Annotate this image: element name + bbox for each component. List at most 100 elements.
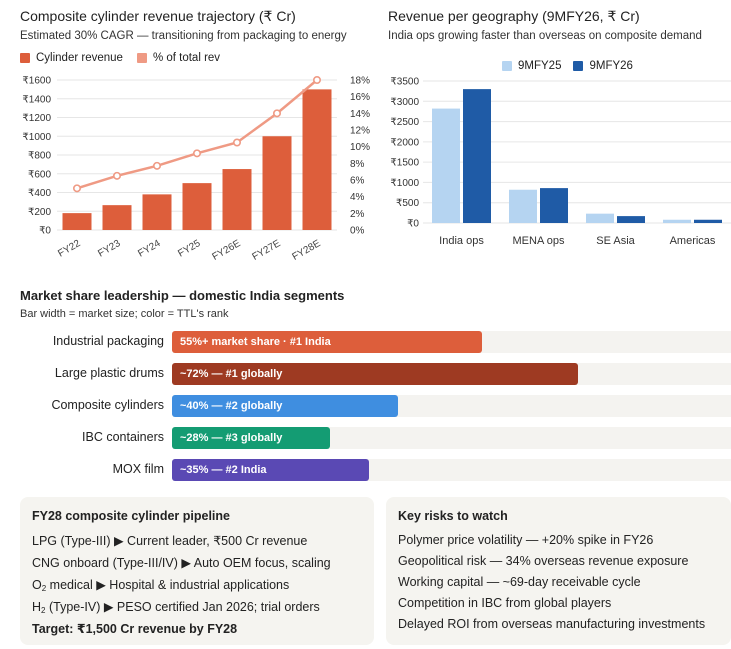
risks-card: Key risks to watch Polymer price volatil… [386, 497, 731, 645]
pipeline-item-detail: ▶ Auto OEM focus, scaling [177, 556, 331, 570]
pipeline-item-name: O [32, 578, 42, 592]
bar-fy23 [102, 205, 132, 230]
pipeline-item-subscript: 2 [41, 606, 46, 615]
legend-swatch-revenue [20, 53, 30, 63]
market-share-label: IBC containers [82, 430, 164, 444]
y2-axis-tick-label: 6% [350, 176, 365, 187]
risk-item: Geopolitical risk — 34% overseas revenue… [398, 554, 689, 568]
y-axis-tick-label: ₹600 [28, 169, 51, 180]
pipeline-card-title: FY28 composite cylinder pipeline [32, 509, 230, 523]
x-axis-tick-label: FY26E [211, 238, 243, 263]
x-axis-tick-label: FY23 [96, 238, 123, 260]
y-axis-tick-label: ₹3500 [390, 77, 419, 88]
bar-americas-9mfy25 [663, 219, 691, 223]
pipeline-item-detail: (Type-IV) ▶ PESO certified Jan 2026; tri… [45, 600, 320, 614]
market-share-label: Industrial packaging [52, 334, 164, 348]
pipeline-item: H2 (Type-IV) ▶ PESO certified Jan 2026; … [32, 599, 320, 615]
y-axis-tick-label: ₹1600 [22, 76, 51, 87]
market-share-label: MOX film [112, 462, 164, 476]
legend-swatch-9mfy25 [502, 61, 512, 71]
market-share-bar-label: ~72% — #1 globally [180, 368, 283, 380]
legend-label-9mfy25: 9MFY25 [518, 60, 562, 72]
pipeline-item-detail: ▶ Current leader, ₹500 Cr revenue [110, 534, 308, 548]
bar-fy24 [142, 194, 172, 230]
legend-label-share: % of total rev [152, 52, 221, 64]
market-share-bar-label: 55%+ market share · #1 India [180, 336, 331, 348]
x-axis-tick-label: FY22 [56, 238, 83, 260]
y-axis-tick-label: ₹2000 [390, 137, 419, 148]
pipeline-item: LPG (Type-III) ▶ Current leader, ₹500 Cr… [32, 533, 307, 548]
legend-swatch-share [136, 53, 147, 63]
bar-india-ops-9mfy26 [463, 89, 491, 223]
y2-axis-tick-label: 0% [350, 226, 365, 237]
market-share-track: ~35% — #2 India [172, 459, 731, 481]
y-axis-tick-label: ₹1000 [390, 178, 419, 189]
x-axis-tick-label: India ops [439, 235, 484, 247]
bar-mena-ops-9mfy26 [540, 188, 568, 223]
share-point-fy26e [233, 138, 242, 147]
y2-axis-tick-label: 14% [350, 109, 370, 120]
market-share-bar-label: ~40% — #2 globally [180, 400, 283, 412]
legend-swatch-9mfy26 [573, 61, 584, 71]
x-axis-tick-label: SE Asia [596, 235, 635, 247]
bar-mena-ops-9mfy25 [509, 189, 537, 223]
y-axis-tick-label: ₹500 [396, 198, 419, 209]
chart-subtitle-cylinder-revenue: Estimated 30% CAGR — transitioning from … [20, 30, 347, 42]
y2-axis-tick-label: 16% [350, 92, 370, 103]
market-share-title: Market share leadership — domestic India… [20, 288, 345, 303]
market-share-row: Large plastic drums ~72% — #1 globally [0, 363, 731, 385]
geography-revenue-chart: ₹3500 ₹3000 ₹2500 ₹2000 ₹1500 ₹1000 ₹500 ₹0 Indi… [390, 77, 731, 247]
bar-se-asia-9mfy25 [586, 213, 614, 223]
pipeline-item: CNG onboard (Type-III/IV) ▶ Auto OEM foc… [32, 555, 331, 570]
bar-fy26e [222, 169, 252, 230]
y2-axis-tick-label: 8% [350, 159, 365, 170]
x-axis-tick-label: FY28E [291, 238, 323, 263]
bar-fy28e [302, 89, 332, 230]
y-axis-tick-label: ₹0 [407, 219, 419, 230]
share-point-fy25 [193, 149, 202, 158]
market-share-subtitle: Bar width = market size; color = TTL's r… [20, 308, 229, 320]
market-share-bar-label: ~35% — #2 India [180, 464, 267, 476]
y2-axis-tick-label: 12% [350, 126, 370, 137]
bar-fy27e [262, 136, 292, 230]
market-share-label: Composite cylinders [51, 398, 164, 412]
chart-title-geography: Revenue per geography (9MFY26, ₹ Cr) [388, 8, 640, 24]
market-share-row: MOX film ~35% — #2 India [0, 459, 731, 481]
y2-axis-tick-label: 4% [350, 192, 365, 203]
y-axis-tick-label: ₹2500 [390, 117, 419, 128]
y-axis-tick-label: ₹1500 [390, 158, 419, 169]
market-share-bar-large-plastic-drums: ~72% — #1 globally [172, 363, 578, 385]
pipeline-item-name: H [32, 600, 42, 614]
chart-subtitle-geography: India ops growing faster than overseas o… [388, 30, 702, 42]
market-share-bar-mox-film: ~35% — #2 India [172, 459, 370, 481]
y-axis-tick-label: ₹0 [39, 226, 51, 237]
market-share-bar-label: ~28% — #3 globally [180, 432, 283, 444]
x-axis-tick-label: FY27E [251, 238, 283, 263]
market-share-label: Large plastic drums [54, 366, 164, 380]
x-axis-tick-label: MENA ops [513, 235, 565, 247]
legend-label-9mfy26: 9MFY26 [589, 60, 633, 72]
market-share-bar-composite-cylinders: ~40% — #2 globally [172, 395, 398, 417]
y-axis-tick-label: ₹400 [28, 188, 51, 199]
market-share-track: ~72% — #1 globally [172, 363, 731, 385]
risk-item: Working capital — ~69-day receivable cyc… [398, 575, 641, 589]
y-axis-tick-label: ₹1400 [22, 94, 51, 105]
market-share-row: IBC containers ~28% — #3 globally [0, 427, 731, 449]
pipeline-item-detail: medical ▶ Hospital & industrial applicat… [46, 578, 290, 592]
pipeline-target-text: Target: ₹1,500 Cr revenue by FY28 [32, 622, 238, 636]
y2-axis-tick-label: 10% [350, 142, 370, 153]
pipeline-item-name: CNG onboard (Type-III/IV) [32, 556, 178, 570]
bar-americas-9mfy26 [694, 219, 722, 223]
y-axis-tick-label: ₹3000 [390, 97, 419, 108]
risk-item: Polymer price volatility — +20% spike in… [398, 533, 654, 547]
market-share-track: 55%+ market share · #1 India [172, 331, 731, 353]
y2-axis-tick-label: 2% [350, 209, 365, 220]
share-point-fy24 [153, 161, 162, 170]
legend-cylinder-revenue: Cylinder revenue % of total rev [20, 52, 220, 64]
legend-geography: 9MFY25 9MFY26 [502, 60, 633, 72]
pipeline-item-subscript: 2 [41, 584, 47, 593]
pipeline-item-name: LPG (Type-III) [32, 534, 111, 548]
risk-item: Delayed ROI from overseas manufacturing … [398, 617, 706, 631]
x-axis-tick-label: Americas [670, 235, 716, 247]
pipeline-item: O2 medical ▶ Hospital & industrial appli… [32, 577, 289, 593]
